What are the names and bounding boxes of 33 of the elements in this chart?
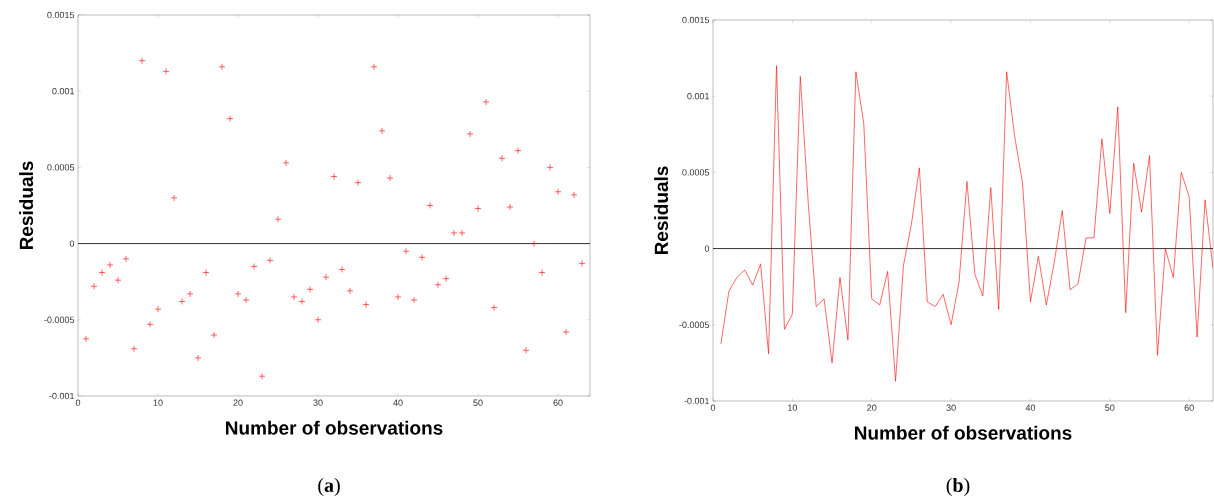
y-tick-label: 0.001 [52,88,75,95]
x-tick-label: 0 [710,404,716,411]
x-tick-label: 50 [1105,404,1115,411]
text: (b) [946,477,970,497]
x-tick-label: 20 [233,399,243,406]
y-tick-label: 0.0015 [47,11,75,19]
x-tick-label: 50 [473,399,483,406]
x-tick-label: 60 [1184,404,1194,411]
y-axis-title: Residuals [19,161,34,250]
x-tick-label: 30 [946,404,956,411]
text: (a) [318,477,340,497]
x-tick-label: 40 [1025,404,1036,411]
y-tick-label: -0.0005 [679,321,710,328]
y-tick-label: -0.0005 [44,316,75,323]
y-tick-label: -0.001 [49,392,75,400]
y-tick-label: 0 [704,245,710,252]
y-tick-label: 0.0005 [682,169,710,176]
y-tick-label: 0 [69,240,75,247]
y-tick-label: 0.0005 [47,164,75,171]
x-tick-label: 10 [153,399,163,406]
y-axis-title: Residuals [654,166,669,255]
x-tick-label: 0 [75,399,81,406]
x-tick-label: 10 [788,404,798,411]
y-tick-label: 0.0015 [682,16,710,24]
line-series [720,65,1213,382]
x-tick-label: 60 [553,399,563,406]
x-axis-title: Number of observations [226,420,443,435]
y-tick-label: -0.001 [684,397,710,405]
x-tick-label: 30 [313,399,323,406]
y-tick-label: 0.001 [687,93,710,100]
x-axis-title: Number of observations [855,425,1072,440]
x-tick-label: 20 [867,404,877,411]
x-tick-label: 40 [393,399,403,406]
